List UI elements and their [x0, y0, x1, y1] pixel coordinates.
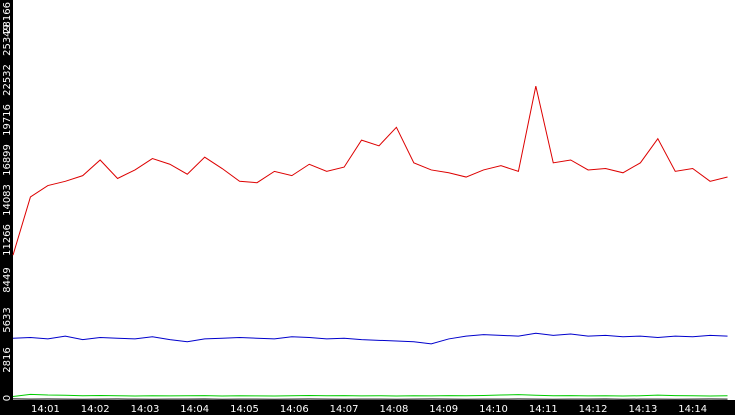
series-line-1 — [12, 332, 728, 345]
x-tick-label: 14:06 — [280, 404, 309, 415]
y-tick-label: 25349 — [2, 24, 13, 56]
y-tick-label: 0 — [2, 395, 13, 401]
series-layer — [12, 86, 728, 400]
x-axis-bar — [0, 400, 735, 415]
y-tick-label: 22532 — [2, 64, 13, 96]
y-tick-label: 19716 — [2, 104, 13, 136]
x-tick-label: 14:03 — [131, 404, 160, 415]
x-tick-label: 14:02 — [81, 404, 110, 415]
x-tick-label: 14:05 — [230, 404, 259, 415]
x-tick-label: 14:07 — [330, 404, 359, 415]
x-tick-label: 14:08 — [379, 404, 408, 415]
series-line-0 — [12, 86, 728, 256]
x-tick-label: 14:11 — [529, 404, 558, 415]
x-tick-label: 14:10 — [479, 404, 508, 415]
x-tick-label: 14:14 — [678, 404, 707, 415]
y-tick-label: 8449 — [2, 267, 13, 292]
series-line-2 — [12, 393, 728, 397]
y-tick-label: 28166 — [2, 2, 13, 34]
x-tick-label: 14:01 — [31, 404, 60, 415]
x-tick-label: 14:04 — [180, 404, 209, 415]
x-tick-labels: 14:01 14:02 14:03 14:04 14:05 14:06 14:07 14:08… — [31, 404, 707, 415]
x-tick-label: 14:12 — [579, 404, 608, 415]
y-tick-labels: 0 2816 5633 8449 11266 14083 16899 19716 22532 25… — [2, 2, 13, 401]
y-tick-label: 5633 — [2, 307, 13, 332]
y-tick-label: 2816 — [2, 347, 13, 372]
x-tick-label: 14:09 — [429, 404, 458, 415]
y-axis-bar — [0, 0, 13, 415]
y-tick-label: 14083 — [2, 184, 13, 216]
y-tick-label: 16899 — [2, 144, 13, 176]
x-tick-label: 14:13 — [628, 404, 657, 415]
y-tick-label: 11266 — [2, 224, 13, 256]
